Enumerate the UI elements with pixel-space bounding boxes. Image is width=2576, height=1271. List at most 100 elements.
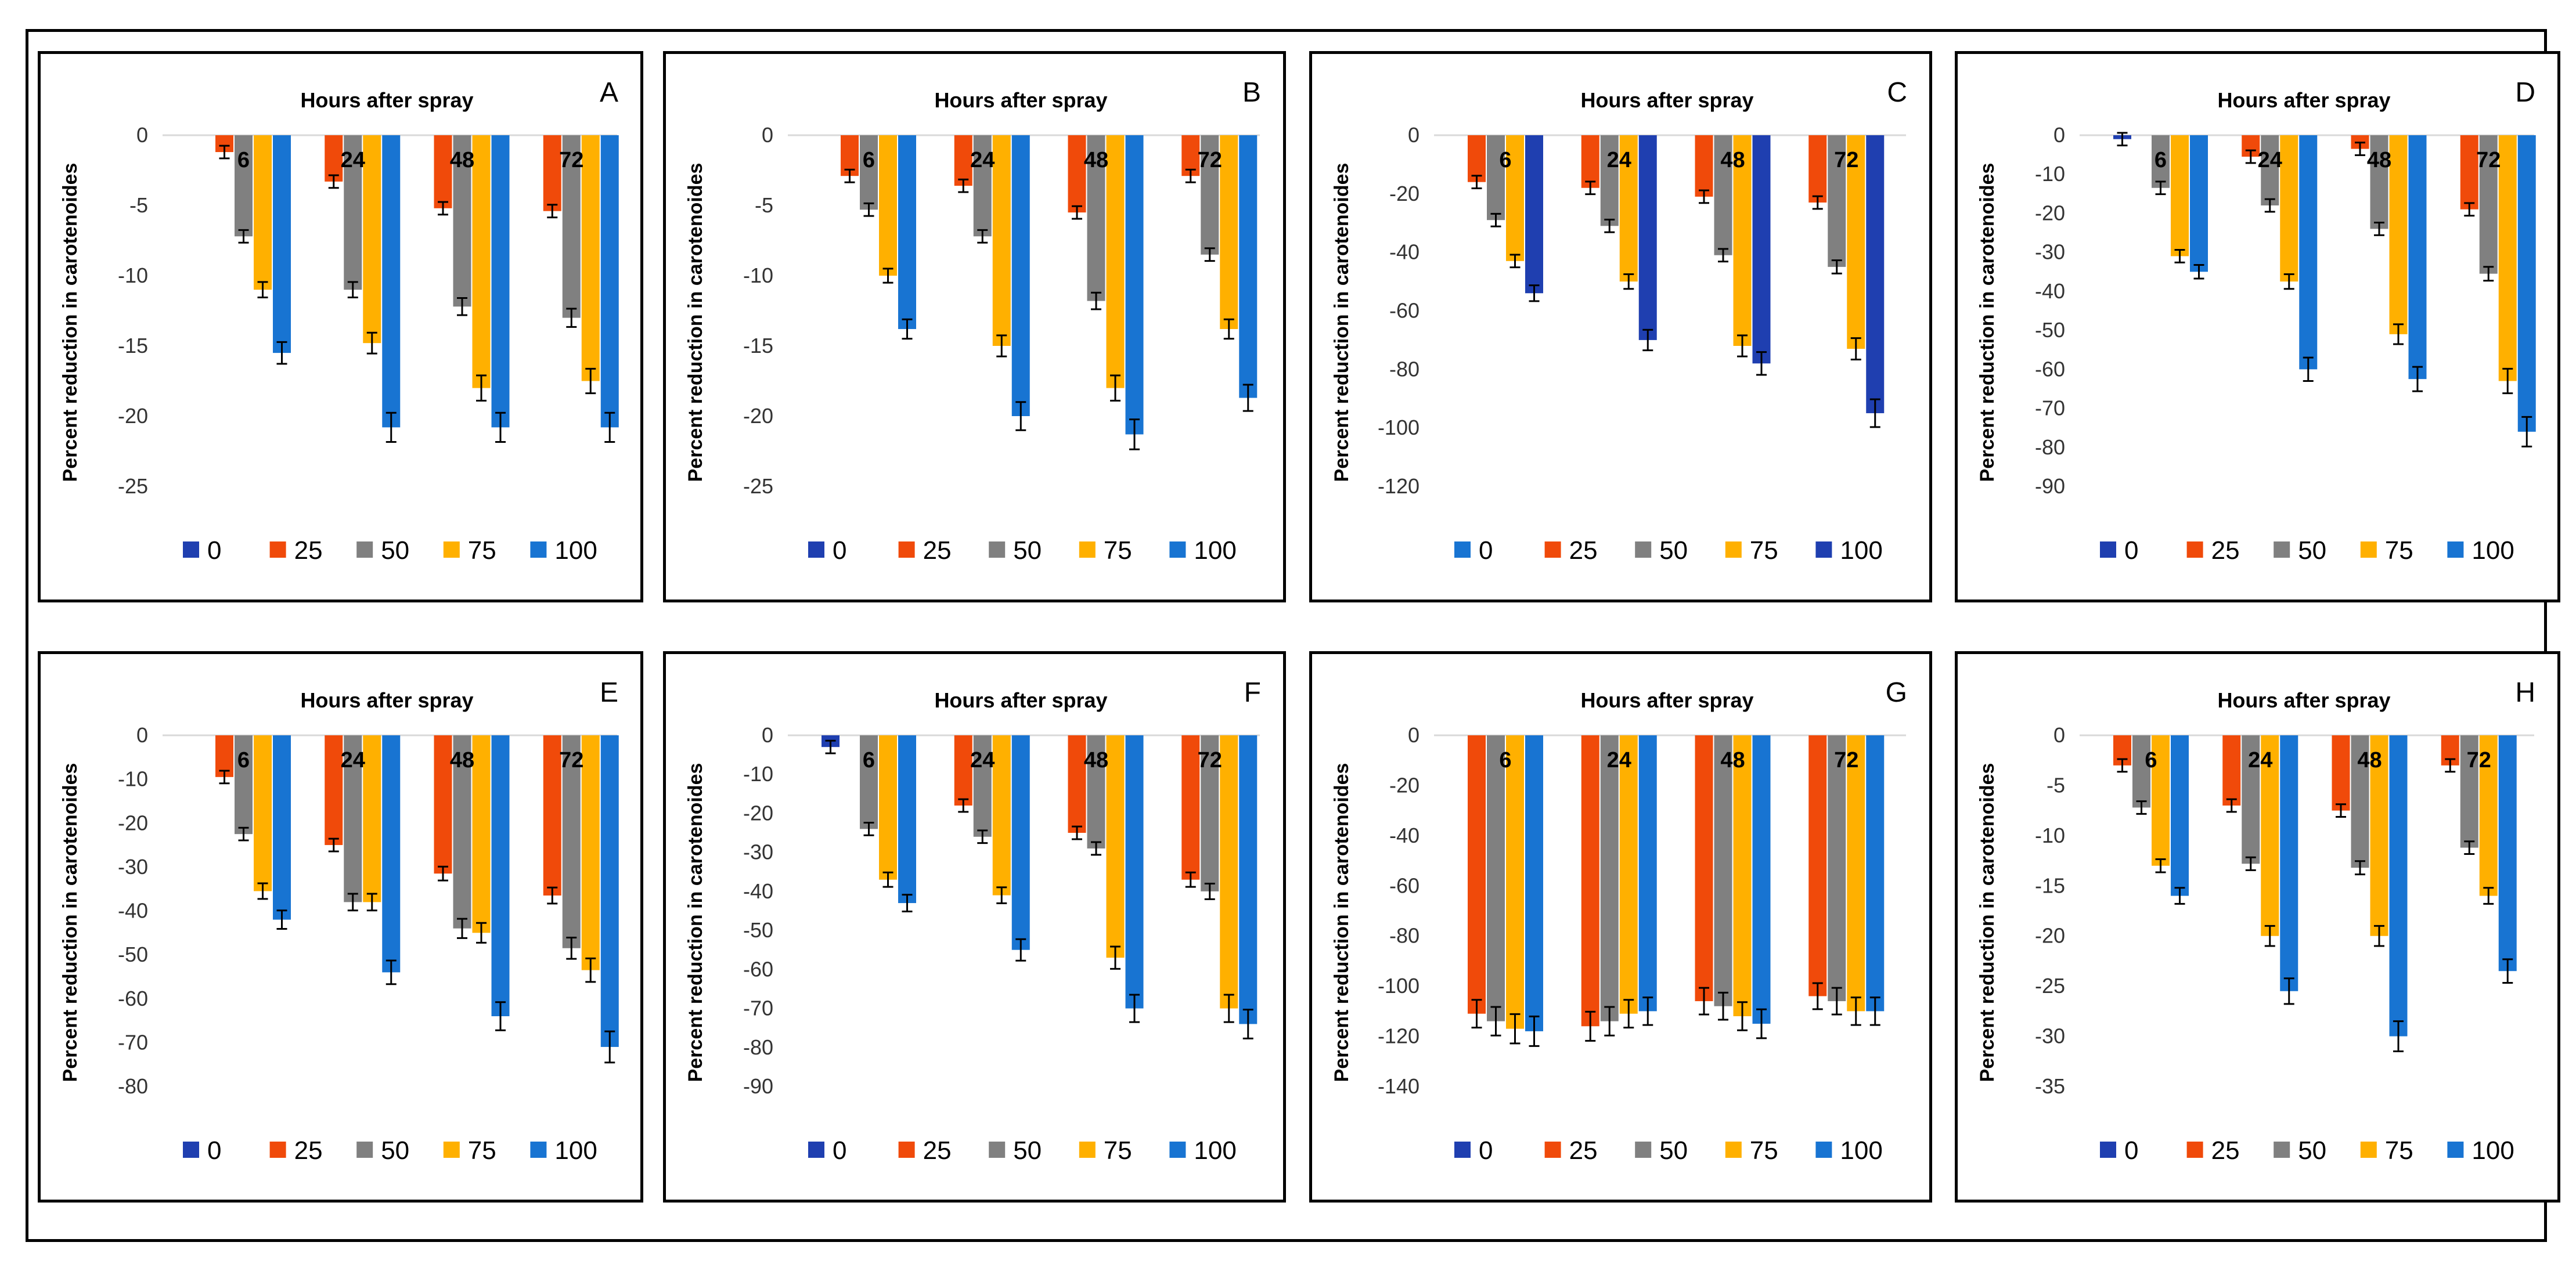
bar-25-72 — [1808, 135, 1827, 203]
legend-label-25: 25 — [923, 1136, 952, 1165]
y-tick-label: -10 — [2035, 162, 2065, 186]
legend-label-25: 25 — [2211, 536, 2240, 565]
bar-50-24 — [344, 135, 362, 290]
panel-f: Hours after spray F Percent reduction in c… — [663, 651, 1286, 1203]
bar-100-72 — [1866, 735, 1885, 1012]
y-tick-label: -30 — [2035, 1024, 2065, 1048]
legend-label-100: 100 — [1840, 536, 1882, 565]
y-tick-label: -40 — [743, 879, 773, 903]
legend-swatch-75 — [1079, 1142, 1096, 1158]
y-tick-label: -20 — [743, 404, 773, 428]
category-label: 48 — [1084, 748, 1108, 772]
legend-label-75: 75 — [1104, 536, 1132, 565]
panel-letter: F — [1244, 677, 1261, 708]
legend-swatch-100 — [2447, 1142, 2464, 1158]
category-label: 72 — [1198, 148, 1222, 172]
bar-75-6 — [1506, 135, 1524, 261]
category-label: 48 — [1084, 148, 1108, 172]
legend-label-25: 25 — [1569, 536, 1598, 565]
bar-75-24 — [363, 735, 381, 902]
bar-50-24 — [2261, 135, 2279, 205]
legend-label-50: 50 — [381, 1136, 409, 1165]
chart-title: Hours after spray — [934, 688, 1107, 712]
legend-swatch-75 — [1725, 1142, 1742, 1158]
bar-75-6 — [2171, 135, 2189, 257]
bar-50-72 — [1828, 135, 1846, 267]
bar-75-48 — [1106, 135, 1125, 388]
y-tick-label: -30 — [118, 855, 148, 879]
bar-25-72 — [543, 735, 561, 896]
chart-title: Hours after spray — [2217, 88, 2390, 112]
bar-100-6 — [273, 735, 291, 920]
category-label: 24 — [341, 748, 365, 772]
bar-100-72 — [1239, 135, 1258, 398]
category-label: 6 — [863, 748, 875, 772]
y-tick-label: -20 — [1389, 182, 1419, 205]
legend-swatch-50 — [989, 541, 1006, 558]
y-tick-label: -70 — [118, 1030, 148, 1054]
bar-50-72 — [1201, 135, 1219, 255]
legend-swatch-25 — [1544, 1142, 1561, 1158]
y-axis-label: Percent reduction in carotenoides — [1976, 763, 1998, 1082]
chart-svg: Hours after spray G Percent reduction in c… — [1331, 677, 1907, 1165]
legend-swatch-25 — [269, 1142, 286, 1158]
y-tick-label: -60 — [743, 957, 773, 981]
legend-label-25: 25 — [923, 536, 952, 565]
bar-100-6 — [1525, 135, 1543, 294]
category-label: 6 — [863, 148, 875, 172]
panel-c: Hours after spray C Percent reduction in c… — [1309, 51, 1932, 602]
legend-swatch-0 — [808, 541, 824, 558]
y-tick-label: -15 — [743, 334, 773, 358]
legend-label-75: 75 — [1750, 1136, 1778, 1165]
bar-75-24 — [2280, 135, 2298, 282]
bar-25-24 — [954, 735, 972, 806]
bar-50-6 — [1487, 735, 1505, 1021]
legend-swatch-50 — [356, 541, 373, 558]
legend-swatch-0 — [808, 1142, 824, 1158]
legend-swatch-100 — [1169, 1142, 1186, 1158]
category-label: 72 — [2476, 148, 2501, 172]
bar-25-48 — [434, 735, 452, 874]
bar-50-48 — [453, 735, 471, 929]
bar-75-6 — [254, 735, 272, 891]
legend-label-50: 50 — [1013, 1136, 1042, 1165]
y-tick-label: 0 — [2053, 723, 2065, 747]
legend-label-75: 75 — [1750, 536, 1778, 565]
chart-svg: Hours after spray A Percent reduction in c… — [59, 77, 619, 565]
bar-75-48 — [2370, 735, 2388, 936]
chart-title: Hours after spray — [2217, 688, 2390, 712]
bar-50-6 — [1487, 135, 1505, 221]
y-tick-label: -70 — [743, 996, 773, 1020]
y-axis-label: Percent reduction in carotenoides — [59, 763, 81, 1082]
bar-25-48 — [1695, 135, 1713, 197]
y-tick-label: -10 — [743, 263, 773, 287]
chart-svg: Hours after spray H Percent reduction in c… — [1976, 677, 2535, 1165]
category-label: 24 — [970, 148, 995, 172]
y-tick-label: -35 — [2035, 1074, 2065, 1098]
bar-50-72 — [2479, 135, 2498, 274]
bar-100-48 — [491, 135, 510, 428]
bar-25-24 — [325, 735, 343, 846]
category-label: 48 — [2357, 748, 2382, 772]
category-label: 72 — [1834, 748, 1858, 772]
bar-100-24 — [2299, 135, 2318, 370]
y-tick-label: -80 — [1389, 357, 1419, 381]
y-tick-label: 0 — [1408, 723, 1419, 747]
legend-label-75: 75 — [2385, 536, 2413, 565]
bar-50-72 — [2460, 735, 2478, 848]
y-tick-label: -5 — [129, 193, 148, 217]
bar-25-48 — [434, 135, 452, 208]
category-label: 6 — [2155, 148, 2167, 172]
legend-label-0: 0 — [2124, 1136, 2138, 1165]
bar-50-6 — [2152, 135, 2170, 188]
bar-100-24 — [1011, 735, 1030, 950]
legend-swatch-25 — [2186, 541, 2203, 558]
y-tick-label: -30 — [743, 840, 773, 864]
legend-swatch-0 — [183, 1142, 199, 1158]
bar-50-6 — [860, 135, 878, 210]
bar-25-48 — [1068, 735, 1086, 833]
legend-swatch-0 — [1454, 1142, 1471, 1158]
y-tick-label: -20 — [118, 811, 148, 835]
bar-75-24 — [2261, 735, 2279, 936]
y-tick-label: -20 — [2035, 924, 2065, 948]
